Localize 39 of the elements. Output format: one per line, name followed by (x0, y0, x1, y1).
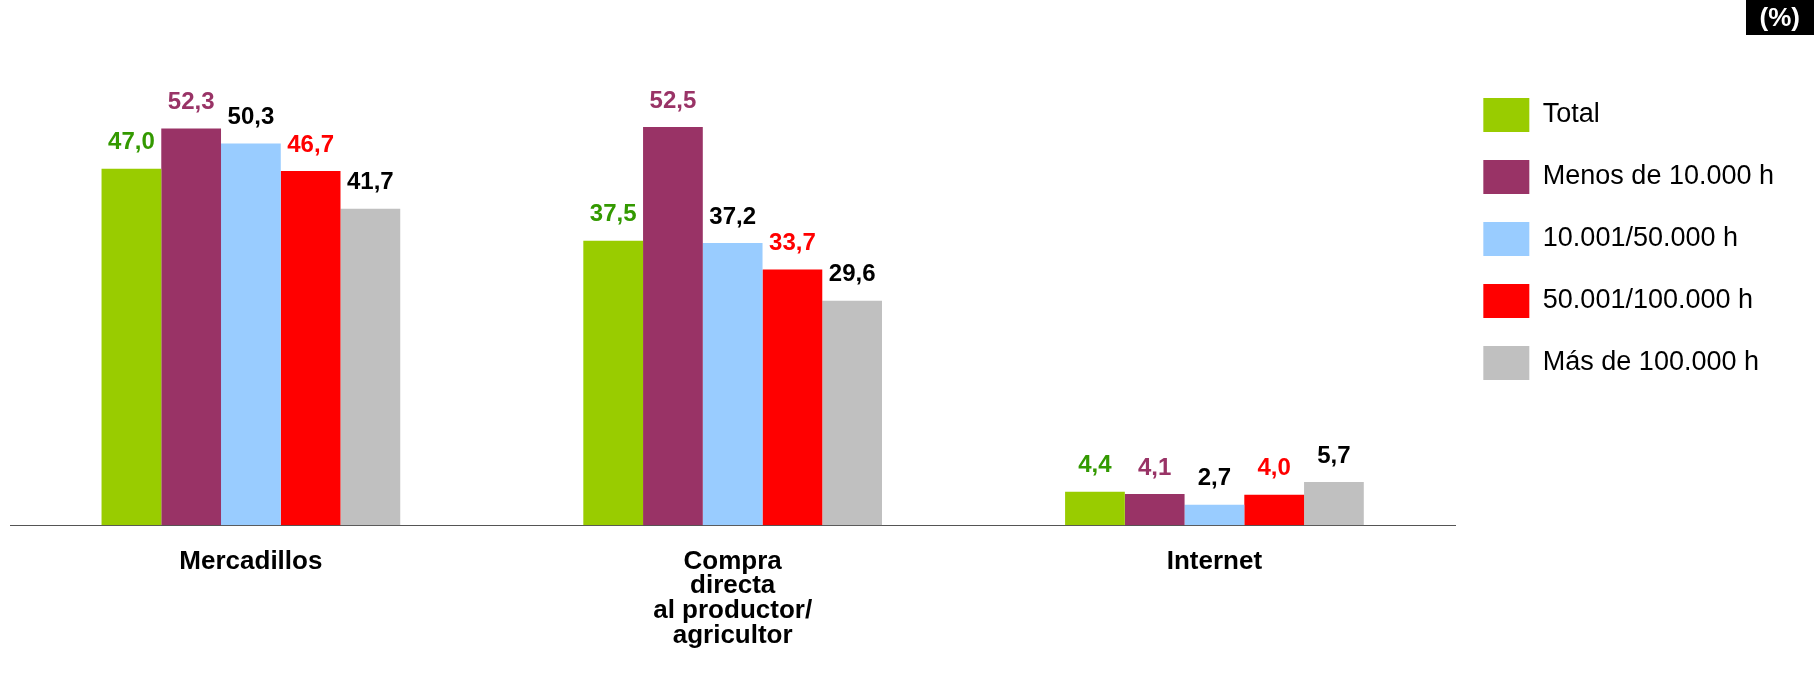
x-tick-label: Mercadillos (179, 544, 323, 575)
bar (643, 126, 703, 526)
data-label: 2,7 (1197, 463, 1232, 491)
x-tick-label: Internet (1166, 544, 1263, 575)
data-label: 52,3 (167, 87, 215, 115)
data-label: 50,3 (227, 102, 275, 130)
bar (1124, 494, 1185, 526)
bar (161, 128, 222, 526)
data-label: 33,7 (769, 228, 816, 256)
bar (762, 269, 823, 526)
legend-label: Más de 100.000 h (1542, 346, 1759, 377)
data-label: 5,7 (1317, 440, 1351, 468)
legend-label: 50.001/100.000 h (1542, 284, 1754, 315)
data-label: 37,2 (709, 201, 757, 229)
bar (280, 170, 341, 526)
bar (1184, 504, 1245, 526)
bar (822, 300, 883, 526)
data-label: 29,6 (828, 259, 876, 287)
data-label: 4,0 (1257, 453, 1291, 481)
bar (1244, 494, 1305, 526)
data-label: 4,4 (1078, 450, 1113, 478)
data-label: 47,0 (108, 127, 155, 155)
bar (583, 240, 644, 526)
data-label: 41,7 (347, 167, 394, 195)
bar (702, 242, 763, 526)
bar (221, 143, 281, 526)
bar (101, 168, 162, 526)
bar (1304, 481, 1364, 526)
data-label: 4,1 (1138, 452, 1172, 480)
x-tick-label: Compra directa al productor/ agricultor (653, 544, 813, 649)
data-label: 37,5 (589, 199, 637, 227)
bar (1065, 491, 1125, 526)
data-label: 46,7 (287, 129, 334, 157)
legend-label: 10.001/50.000 h (1542, 222, 1739, 253)
text: (%) (1745, 0, 1814, 35)
legend-label: Menos de 10.000 h (1542, 160, 1775, 191)
bar (340, 208, 401, 526)
legend-label: Total (1542, 98, 1600, 129)
data-label: 52,5 (649, 85, 697, 113)
